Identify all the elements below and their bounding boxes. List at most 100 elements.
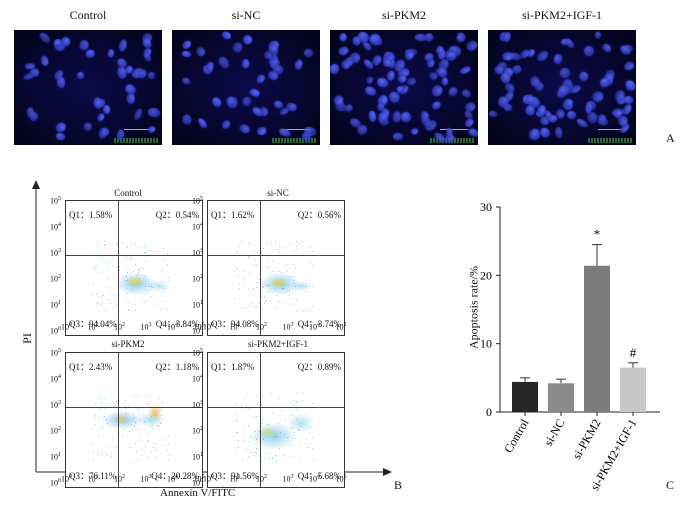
event-dot xyxy=(132,429,134,431)
event-dot xyxy=(278,248,280,250)
event-dot xyxy=(278,245,280,247)
flow-y-tick: 101 xyxy=(50,452,61,462)
event-dot xyxy=(126,257,128,259)
event-dot xyxy=(283,453,285,455)
event-dot xyxy=(249,441,251,443)
event-dot xyxy=(256,243,258,245)
cell-nucleus xyxy=(488,110,499,119)
quadrant-label-q3: Q3：94.04% xyxy=(69,319,117,329)
flow-y-tick: 101 xyxy=(192,452,203,462)
event-dot xyxy=(97,242,99,244)
flow-x-tick: 101 xyxy=(229,322,241,332)
event-dot xyxy=(247,289,249,291)
cell-nucleus xyxy=(248,87,261,99)
event-dot xyxy=(278,251,280,253)
micrograph-si-pkm2 xyxy=(330,30,478,145)
cell-nucleus xyxy=(464,38,478,53)
event-dot xyxy=(276,308,278,310)
event-dot xyxy=(111,455,112,457)
flow-y-tick: 101 xyxy=(50,300,61,310)
flow-y-tick: 105 xyxy=(50,196,61,206)
flow-y-tick: 105 xyxy=(192,348,203,358)
event-dot xyxy=(254,452,256,454)
quadrant-label-q3: Q3：94.08% xyxy=(211,319,259,329)
flow-y-tick: 102 xyxy=(192,274,203,284)
event-dot xyxy=(138,408,140,410)
panel-a-letter: A xyxy=(666,131,675,145)
flow-y-tick: 103 xyxy=(192,248,203,258)
event-dot xyxy=(269,271,271,273)
event-dot xyxy=(101,256,103,258)
event-dot xyxy=(243,278,245,280)
quadrant-label-q4: Q4：3.84% xyxy=(155,319,199,329)
event-dot xyxy=(141,299,143,301)
event-dot xyxy=(143,268,145,270)
cell-nucleus xyxy=(83,121,93,132)
event-dot xyxy=(250,408,252,410)
event-dot xyxy=(285,264,287,266)
flow-y-tick: 102 xyxy=(50,274,61,284)
event-dot xyxy=(291,427,293,429)
event-dot xyxy=(236,432,238,434)
event-dot xyxy=(247,441,249,443)
event-dot xyxy=(104,309,106,311)
flow-y-tick: 100 xyxy=(192,478,203,488)
event-dot xyxy=(144,260,146,262)
cell-nucleus xyxy=(368,110,377,123)
cell-nucleus xyxy=(39,54,49,67)
event-dot xyxy=(112,266,114,268)
event-dot xyxy=(126,299,128,301)
cell-nucleus xyxy=(554,126,564,139)
event-dot xyxy=(135,242,137,244)
event-dot xyxy=(133,396,135,398)
event-dot xyxy=(256,447,258,449)
event-dot xyxy=(301,393,303,395)
event-dot xyxy=(296,408,298,410)
event-dot xyxy=(269,300,271,302)
event-dot xyxy=(253,455,255,457)
event-dot xyxy=(153,443,155,445)
cell-nucleus xyxy=(54,120,68,134)
event-dot xyxy=(253,288,255,290)
cell-nucleus xyxy=(205,61,215,73)
quadrant-label-q3: Q3：76.11% xyxy=(69,471,117,481)
flow-plot-si-pkm2: Q1：2.43% Q2：1.18% Q3：76.11% Q4：20.28% xyxy=(65,352,203,488)
event-dot xyxy=(235,420,237,422)
event-dot xyxy=(292,298,294,300)
event-dot xyxy=(275,454,277,456)
cell-nucleus xyxy=(255,125,268,137)
event-dot xyxy=(307,446,309,448)
event-dot xyxy=(270,241,272,243)
event-dot xyxy=(126,267,128,269)
event-dot xyxy=(312,250,314,252)
event-dot xyxy=(159,398,161,400)
event-dot xyxy=(112,394,114,396)
event-dot xyxy=(127,247,129,249)
quadrant-label-q1: Q1：1.62% xyxy=(211,210,255,220)
event-dot xyxy=(260,461,262,463)
cell-nucleus xyxy=(126,93,135,105)
cell-nucleus xyxy=(75,70,86,81)
event-dot xyxy=(168,443,170,445)
event-dot xyxy=(247,305,249,307)
cell-nucleus xyxy=(180,38,193,51)
cell-nucleus xyxy=(255,73,267,85)
event-dot xyxy=(146,403,148,405)
event-dot xyxy=(148,456,150,458)
flow-y-tick: 103 xyxy=(192,400,203,410)
event-dot xyxy=(249,242,251,244)
event-dot xyxy=(105,244,107,246)
flow-x-tick: 102 xyxy=(256,322,267,332)
cell-nucleus xyxy=(537,125,552,139)
flow-y-tick: 105 xyxy=(192,196,203,206)
event-dot xyxy=(256,403,258,405)
event-dot xyxy=(151,295,153,297)
event-dot xyxy=(119,265,121,267)
event-dot xyxy=(243,440,245,442)
bar-1 xyxy=(548,383,574,412)
event-dot xyxy=(167,277,169,278)
event-dot xyxy=(238,276,240,278)
flow-x-tick: 101 xyxy=(229,474,241,484)
event-dot xyxy=(290,303,292,305)
event-dot xyxy=(106,453,108,455)
